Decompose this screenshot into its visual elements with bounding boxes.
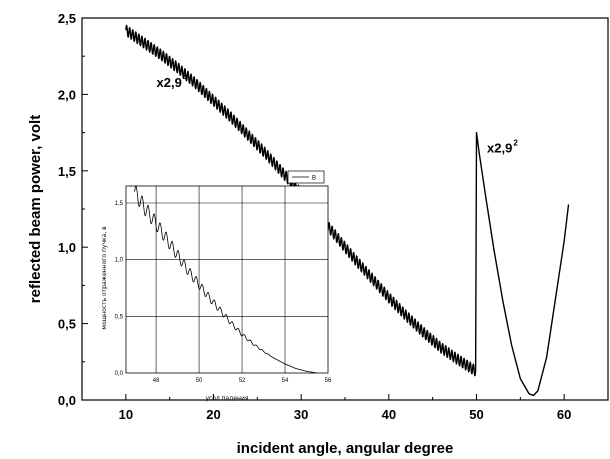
inset-x-tick-label: 48 — [153, 378, 160, 384]
inset-x-tick-label: 56 — [325, 378, 332, 384]
inset-legend-label: B — [312, 176, 316, 182]
inset-y-tick-label: 0,0 — [115, 371, 124, 377]
inset-series-line — [134, 185, 317, 374]
inset-y-ticks: 0,0 0,5 1,0 1,5 — [115, 201, 124, 377]
main-y-tick-label: 0,0 — [58, 393, 76, 408]
main-annotation-superscript: 4 — [183, 73, 188, 82]
inset-x-tick-label: 52 — [239, 378, 246, 384]
inset-y-tick-label: 1,0 — [115, 258, 124, 264]
main-y-tick-label: 0,5 — [58, 317, 76, 332]
y-axis-title: reflected beam power, volt — [27, 115, 44, 303]
main-y-ticks: 0,0 0,5 1,0 1,5 2,0 2,5 — [58, 11, 88, 408]
main-x-tick-label: 60 — [557, 407, 571, 422]
x-axis-title: incident angle, angular degree — [237, 440, 454, 457]
main-x-tick-label: 20 — [206, 407, 220, 422]
inset-x-tick-label: 54 — [282, 378, 289, 384]
main-x-tick-label: 10 — [119, 407, 133, 422]
main-y-tick-label: 2,0 — [58, 87, 76, 102]
inset-x-axis-title: угол падения — [206, 395, 249, 402]
main-y-tick-label: 1,5 — [58, 164, 76, 179]
main-annotation-superscript: 2 — [513, 138, 518, 147]
inset-frame — [125, 185, 329, 374]
main-x-tick-label: 50 — [469, 407, 483, 422]
main-x-ticks: 10 20 30 40 50 60 — [81, 394, 609, 422]
inset-legend: B — [287, 170, 325, 184]
main-x-tick-label: 40 — [382, 407, 396, 422]
inset-background — [126, 186, 328, 373]
inset-y-tick-label: 1,5 — [115, 201, 124, 207]
inset-y-axis-title: мощность отраженного пучка, в — [101, 226, 108, 330]
main-plot: 10 20 30 40 50 60 0,0 0,5 1,0 1,5 2,0 2,5 incident… — [27, 11, 609, 457]
inset-x-tick-label: 50 — [196, 378, 203, 384]
main-annotation: x2,9 — [487, 140, 512, 155]
main-x-tick-label: 30 — [294, 407, 308, 422]
inset-y-tick-label: 0,5 — [115, 314, 124, 320]
main-y-tick-label: 1,0 — [58, 240, 76, 255]
inset-x-ticks: 48 50 52 54 56 — [153, 378, 332, 384]
inset-plot: 48 50 52 54 56 0,0 0,5 1,0 1,5 угол падения мощ… — [101, 170, 332, 402]
main-y-tick-label: 2,5 — [58, 11, 76, 26]
main-annotation: x2,9 — [157, 75, 182, 90]
main-annotations: x2,9 4x2,9 2 — [157, 73, 519, 156]
